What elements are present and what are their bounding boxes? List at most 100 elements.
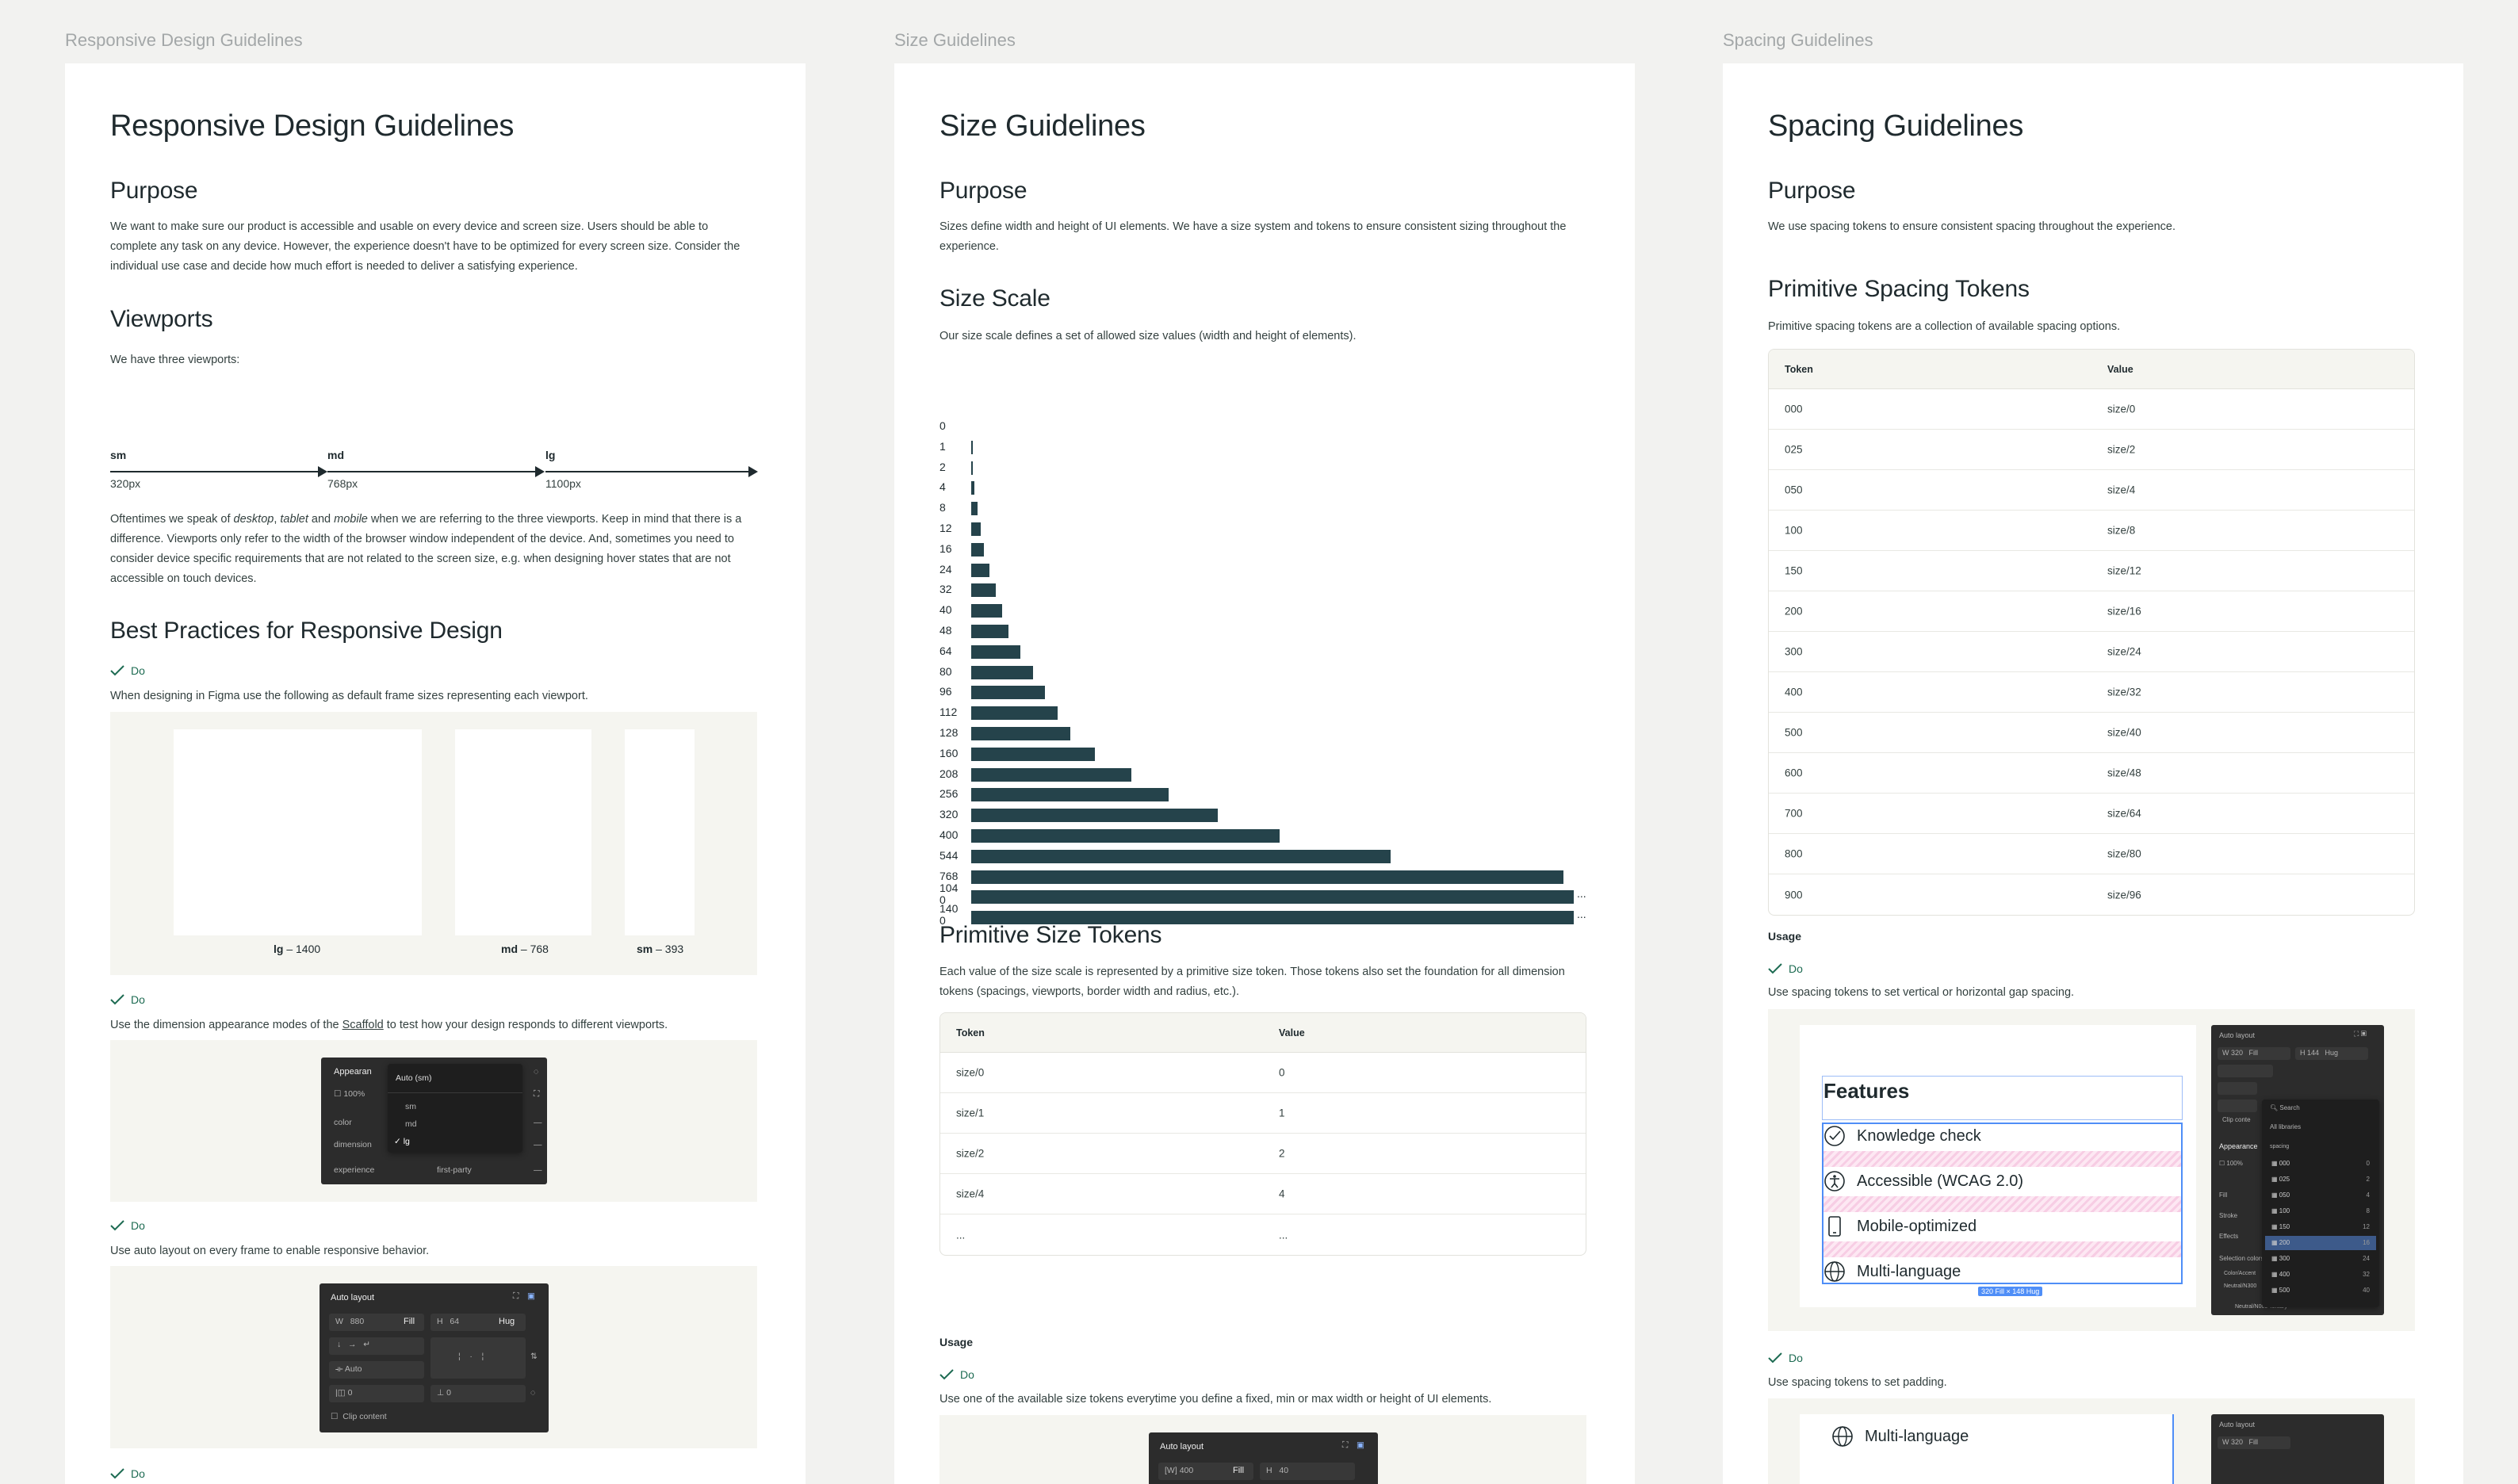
spacing-tokens-table: Token Value 000 size/0 025 size/2 050 size/4 1… [1768,349,2415,916]
padding-h-field[interactable] [329,1385,424,1402]
token-option[interactable]: ▦ 200 16 [2265,1236,2376,1250]
feature-item: Knowledge check [1823,1125,1981,1147]
viewports-note: Oftentimes we speak of desktop, tablet a… [110,513,742,585]
y-tick-label: 112 [939,706,958,719]
padding-mode-icon[interactable]: ◌ [530,1388,536,1398]
frame-caption: md – 768 [501,943,549,955]
frame-sm[interactable] [625,729,695,935]
purpose-heading: Purpose [939,178,1027,204]
check-icon [1768,963,1782,974]
frame-md[interactable] [455,729,591,935]
usage-heading: Usage [1768,930,1802,943]
alignment-grid[interactable] [431,1337,526,1379]
minus-icon[interactable]: — [534,1165,542,1175]
y-tick-label: 400 [939,828,959,841]
height-field[interactable] [431,1314,526,1331]
do-badge: Do [939,1368,974,1381]
size-card: Size Guidelines Purpose Sizes define wid… [894,63,1635,1484]
selection-frame[interactable] [1822,1123,2183,1284]
tokens-heading: Primitive Spacing Tokens [1768,276,2030,302]
size-bar [971,809,1219,823]
expand-icon[interactable]: ⛶ [513,1291,519,1301]
width-field[interactable] [329,1314,424,1331]
viewport-px: 768px [327,477,358,490]
minus-icon[interactable]: — [534,1118,542,1127]
padding-v-field[interactable] [431,1385,526,1402]
viewport-label: sm [110,449,127,461]
width-field[interactable] [1158,1463,1253,1480]
menu-item-checked[interactable]: ✓ lg [394,1137,410,1146]
page-title: Responsive Design Guidelines [110,109,515,143]
arrow-head-icon [535,466,545,477]
check-icon [110,994,124,1005]
appearance-ui: Appearan ☐ 100% color dimension experien… [321,1058,547,1184]
do-badge: Do [110,993,145,1006]
size-bar [971,502,978,516]
token-option[interactable]: ▦ 100 8 [2271,1207,2370,1214]
token-option[interactable]: ▦ 400 32 [2271,1271,2370,1278]
autolayout-toggle-icon[interactable]: ▣ [1357,1440,1364,1450]
do3-text: Use auto layout on every frame to enable… [110,1245,430,1257]
autolayout-toggle-icon[interactable]: ▣ [527,1291,535,1301]
token-option[interactable]: ▦ 150 12 [2271,1223,2370,1230]
frame-label-spacing[interactable]: Spacing Guidelines [1723,30,1873,50]
size-bar [971,911,1574,925]
scaffold-link[interactable]: Scaffold [342,1019,384,1031]
token-option[interactable]: ▦ 300 24 [2271,1255,2370,1262]
tokens-text: Primitive spacing tokens are a collectio… [1768,320,2121,333]
size-autolayout-ui: Auto layout ⛶ ▣ [W] 400 Fill H 40 ⟛ 24 🔍… [1149,1432,1378,1484]
spacing-side-ui: Auto layout ⛶ ▣ W 320 Fill H 144 Hug Cli… [2211,1025,2384,1315]
frame-lg[interactable] [174,729,422,935]
resizing-icon[interactable]: ⇅ [530,1352,538,1361]
feature-item: Accessible (WCAG 2.0) [1823,1170,2023,1192]
y-tick-label: 40 [939,603,952,617]
table-row: 400 size/32 [1769,672,2414,713]
purpose-text: We use spacing tokens to ensure consiste… [1768,220,2176,233]
y-tick-label: 96 [939,685,952,698]
viewport-line [327,471,537,472]
settings-icon[interactable]: ◌ [534,1067,539,1077]
spacing-token-dropdown[interactable]: 🔍︎ Search All libraries spacing ▦ 000 0 ▦ … [2262,1100,2379,1307]
check-icon [1768,1352,1782,1364]
purpose-text: Sizes define width and height of UI elem… [939,220,1567,253]
frame-label-size[interactable]: Size Guidelines [894,30,1016,50]
expand-icon[interactable]: ⛶ [1342,1440,1349,1450]
table-row: size/4 4 [940,1174,1586,1214]
check-circle-icon [1824,1126,1845,1146]
y-tick-label: 320 [939,808,959,821]
direction-toggle[interactable] [329,1337,424,1355]
feature-item: Multi-language [1823,1260,1961,1283]
expand-icon[interactable]: ⛶ ▣ [2354,1030,2367,1038]
y-tick-label: 16 [939,541,952,555]
token-option[interactable]: ▦ 000 0 [2271,1160,2370,1167]
page-title: Spacing Guidelines [1768,109,2024,143]
direction-icons[interactable]: ↓ → ↵ [337,1340,371,1349]
size-bar [971,890,1574,905]
clip-checkbox[interactable]: ☐ Clip content [331,1412,387,1421]
frame-caption: sm – 393 [637,943,684,955]
dimension-dropdown-menu[interactable]: Auto (sm) sm md ✓ lg [388,1064,522,1153]
frame-label-responsive[interactable]: Responsive Design Guidelines [65,30,303,50]
token-option[interactable]: ▦ 500 40 [2271,1287,2370,1294]
size-tokens-table: Token Value size/0 0 size/1 1 size/2 2 size… [939,1012,1586,1256]
token-option[interactable]: ▦ 050 4 [2271,1191,2370,1199]
y-tick-label: 4 [939,480,946,494]
y-tick-label: 0 [939,419,946,432]
size-bar [971,767,1132,782]
viewport-px: 320px [110,477,141,490]
minus-icon[interactable]: — [534,1140,542,1149]
page-title: Size Guidelines [939,109,1146,143]
gap-field[interactable] [329,1361,424,1379]
viewport-line [545,471,750,472]
size-autolayout-panel: Auto layout ⛶ ▣ [W] 400 Fill H 40 ⟛ 24 🔍… [939,1415,1586,1484]
frame-sizes-panel: lg – 1400 md – 768 sm – 393 [110,712,757,975]
expand-icon[interactable]: ⛶ [534,1089,540,1099]
token-option[interactable]: ▦ 025 2 [2271,1176,2370,1183]
size-bar [971,563,990,577]
y-tick-label: 48 [939,624,952,637]
tokens-text: Each value of the size scale is represen… [939,966,1565,998]
size-bar [971,788,1169,802]
height-field[interactable] [1260,1463,1355,1480]
do-badge: Do [110,664,145,677]
alignment-icon[interactable]: ¦ · ¦ [458,1352,484,1361]
